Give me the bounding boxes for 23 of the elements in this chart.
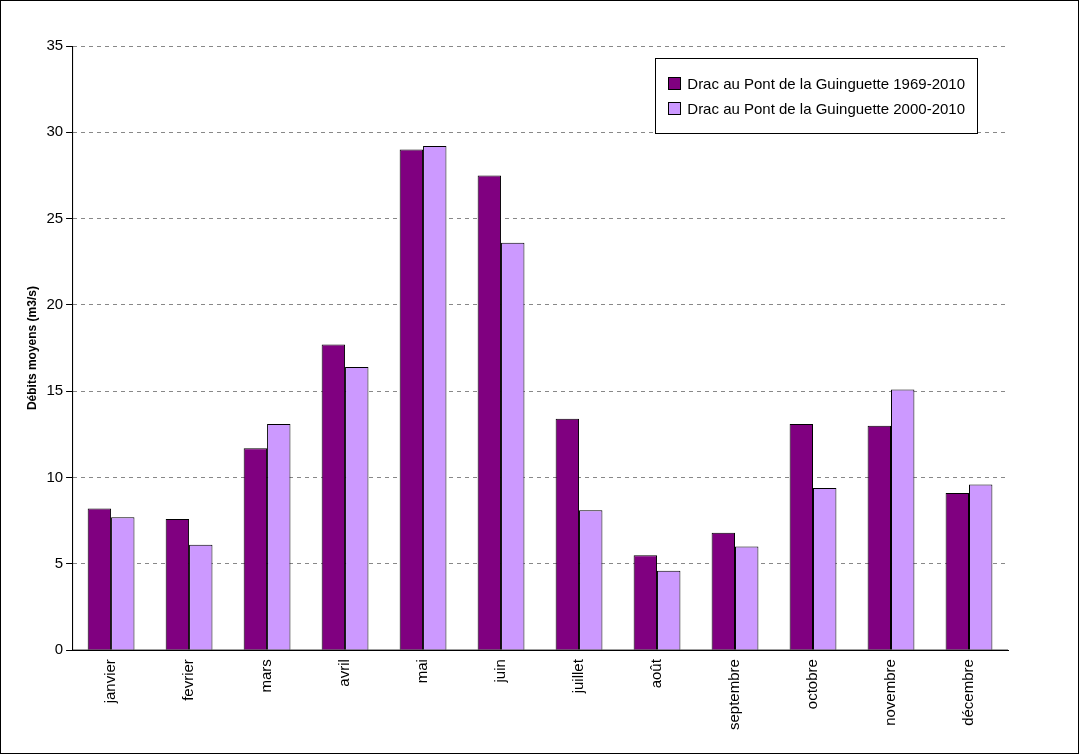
- y-tick-label: 35: [46, 36, 64, 54]
- x-tick-label: avril: [335, 659, 353, 687]
- x-tick-label: août: [647, 658, 665, 689]
- x-tick-label: décembre: [959, 659, 977, 726]
- y-tick-label: 30: [46, 122, 64, 140]
- x-tick-label: juin: [491, 659, 509, 684]
- y-tick-label: 20: [46, 295, 64, 313]
- x-tick-label: mai: [413, 659, 431, 684]
- y-axis-title: Débits moyens (m3/s): [24, 286, 39, 411]
- y-tick-label: 25: [46, 208, 64, 226]
- y-tick-label: 10: [46, 467, 64, 485]
- legend-label: Drac au Pont de la Guinguette 1969-2010: [687, 75, 965, 92]
- x-tick-label: octobre: [803, 659, 821, 710]
- x-tick-label: juillet: [569, 658, 587, 695]
- x-tick-label: septembre: [725, 659, 743, 731]
- y-tick-label: 5: [54, 553, 64, 571]
- x-tick-label: mars: [257, 659, 275, 693]
- y-tick-label: 15: [46, 381, 64, 399]
- x-tick-label: fevrier: [179, 659, 197, 701]
- y-tick-label: 0: [54, 640, 64, 658]
- legend-label: Drac au Pont de la Guinguette 2000-2010: [687, 100, 965, 117]
- x-tick-label: novembre: [881, 659, 899, 726]
- x-tick-label: janvier: [101, 659, 119, 705]
